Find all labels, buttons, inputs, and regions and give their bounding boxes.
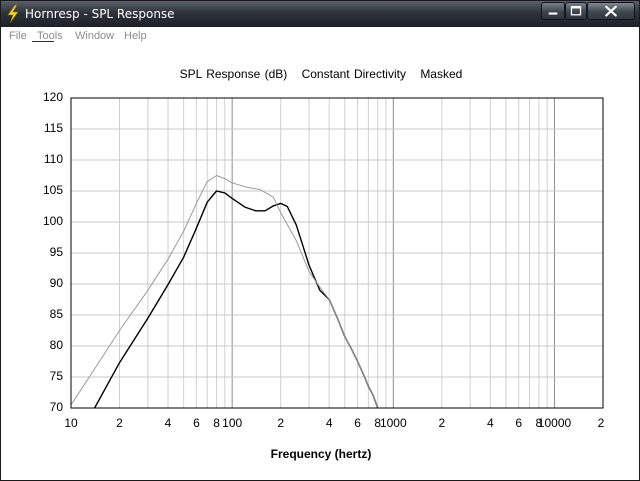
spl-response-reference-line: [70, 175, 379, 409]
x-tick-label: 4: [164, 416, 172, 430]
x-tick-label: 8: [535, 416, 543, 430]
y-tick-label: 85: [49, 307, 63, 321]
y-tick-label: 105: [42, 183, 63, 197]
x-tick-label: 8: [374, 416, 382, 430]
y-tick-label: 100: [42, 214, 63, 228]
x-tick-label: 2: [597, 416, 605, 430]
menu-tools[interactable]: Tools: [37, 30, 63, 42]
y-tick-label: 75: [49, 369, 63, 383]
y-tick-label: 95: [49, 245, 63, 259]
x-tick-label: 2: [438, 416, 446, 430]
y-tick-label: 90: [49, 276, 63, 290]
plot-frame: [70, 97, 604, 409]
y-tick-label: 120: [42, 90, 63, 104]
y-tick-label: 110: [43, 152, 63, 166]
x-tick-label: 2: [277, 416, 285, 430]
x-tick-label: 10: [64, 416, 78, 430]
chart-title-directivity: Constant Directivity: [301, 67, 406, 81]
y-tick-label: 115: [43, 121, 63, 135]
menu-file[interactable]: File: [9, 30, 27, 42]
menu-bar: File Tools Window Help: [1, 27, 639, 47]
minimize-button[interactable]: [541, 2, 565, 20]
x-tick-label: 1000: [379, 416, 407, 430]
minimize-icon: [548, 11, 558, 16]
maximize-button[interactable]: [565, 2, 587, 20]
chart-title: SPL Response (dB) Constant Directivity M…: [1, 67, 640, 81]
chart-title-quantity: SPL Response (dB): [179, 67, 288, 81]
x-tick-label: 100: [222, 416, 243, 430]
x-tick-label: 10000: [537, 416, 572, 430]
chart-title-mask: Masked: [420, 67, 463, 81]
y-tick-label: 70: [49, 400, 63, 414]
x-tick-label: 6: [193, 416, 200, 430]
x-tick-label: 6: [354, 416, 361, 430]
x-tick-label: 4: [325, 416, 333, 430]
x-tick-label: 2: [116, 416, 123, 430]
close-button[interactable]: [587, 2, 635, 20]
close-icon: [605, 5, 617, 17]
x-axis-title: Frequency (hertz): [270, 447, 372, 461]
window-title: Hornresp - SPL Response: [25, 7, 175, 21]
menu-focus-underline: [32, 41, 54, 42]
lightning-bolt-icon: [7, 5, 19, 23]
maximize-icon: [570, 6, 582, 16]
title-bar[interactable]: Hornresp - SPL Response: [1, 1, 639, 27]
y-tick-label: 80: [49, 338, 63, 352]
x-tick-label: 8: [213, 416, 220, 430]
menu-help[interactable]: Help: [124, 30, 147, 42]
x-tick-label: 4: [487, 416, 494, 430]
menu-window[interactable]: Window: [75, 30, 115, 42]
x-tick-label: 6: [515, 416, 523, 430]
